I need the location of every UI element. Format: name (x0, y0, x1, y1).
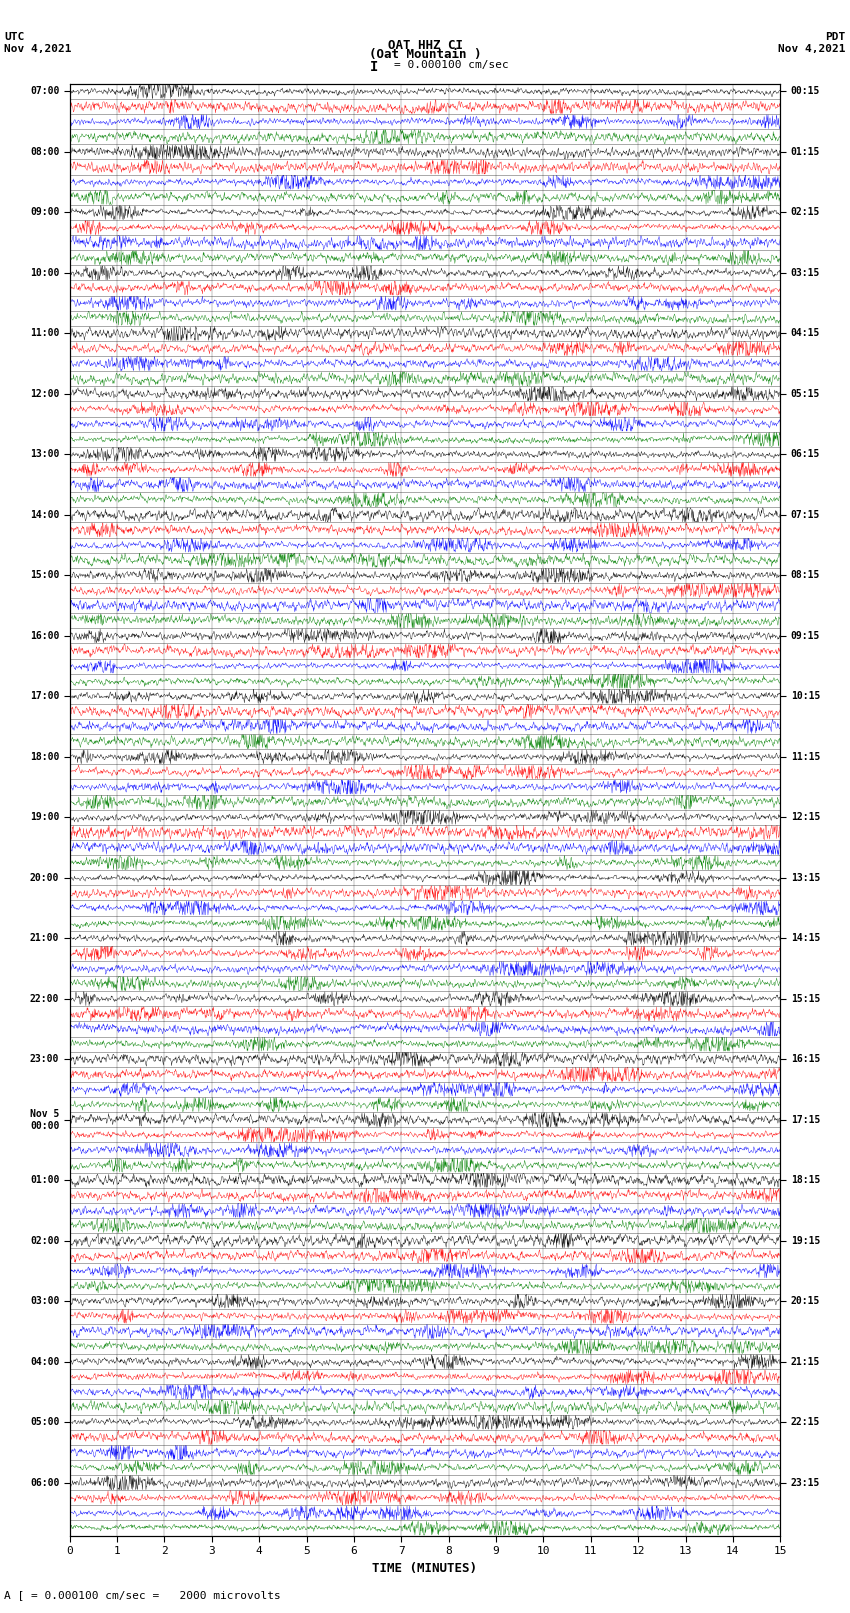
Text: I: I (370, 60, 378, 74)
Text: (Oat Mountain ): (Oat Mountain ) (369, 48, 481, 61)
Text: PDT: PDT (825, 32, 846, 42)
Text: OAT HHZ CI: OAT HHZ CI (388, 39, 462, 52)
Text: A [ = 0.000100 cm/sec =   2000 microvolts: A [ = 0.000100 cm/sec = 2000 microvolts (4, 1590, 281, 1600)
X-axis label: TIME (MINUTES): TIME (MINUTES) (372, 1561, 478, 1574)
Text: Nov 4,2021: Nov 4,2021 (779, 44, 846, 53)
Text: = 0.000100 cm/sec: = 0.000100 cm/sec (394, 60, 508, 69)
Text: Nov 4,2021: Nov 4,2021 (4, 44, 71, 53)
Text: UTC: UTC (4, 32, 25, 42)
